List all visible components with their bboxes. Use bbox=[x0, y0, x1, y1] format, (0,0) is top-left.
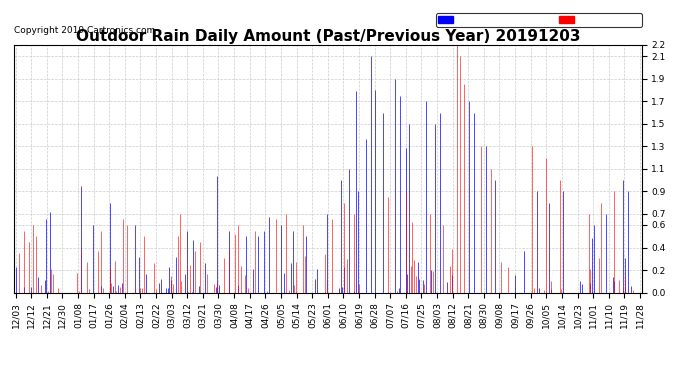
Legend: Previous (Inches), Past (Inches): Previous (Inches), Past (Inches) bbox=[436, 13, 642, 27]
Text: Copyright 2019 Cartronics.com: Copyright 2019 Cartronics.com bbox=[14, 26, 155, 35]
Title: Outdoor Rain Daily Amount (Past/Previous Year) 20191203: Outdoor Rain Daily Amount (Past/Previous… bbox=[75, 29, 580, 44]
